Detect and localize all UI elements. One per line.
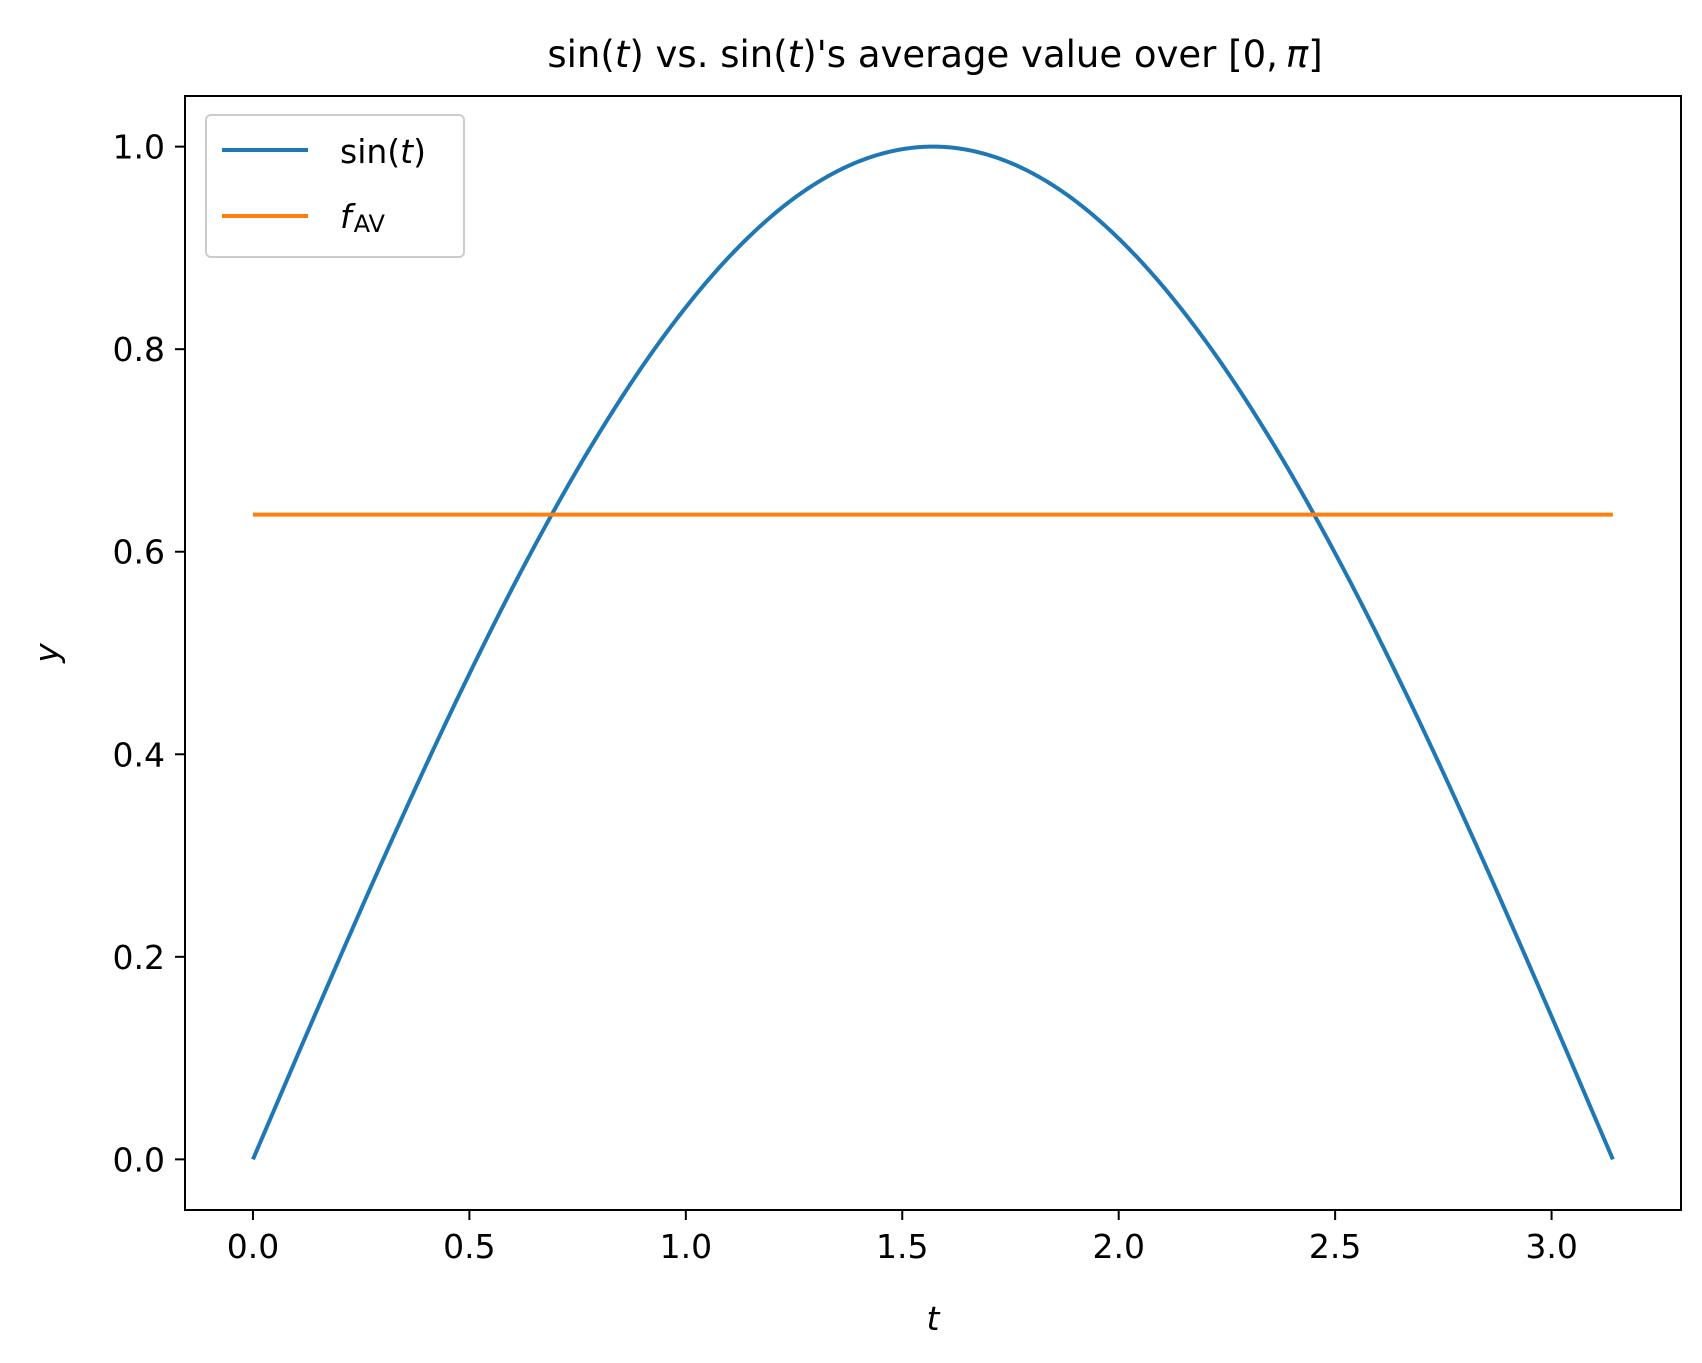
legend-label-sin: sin(t) [340,132,426,171]
x-tick-label: 0.5 [443,1227,495,1266]
y-tick-label: 0.2 [113,938,165,977]
y-axis-ticks: 0.0 0.2 0.4 0.6 0.8 1.0 [113,128,185,1179]
x-tick-label: 2.0 [1092,1227,1144,1266]
y-tick-label: 0.4 [113,735,165,774]
x-axis-ticks: 0.0 0.5 1.0 1.5 2.0 2.5 3.0 [227,1210,1578,1266]
x-tick-label: 3.0 [1525,1227,1577,1266]
x-tick-label: 2.5 [1309,1227,1361,1266]
series-line-0 [251,144,1615,1161]
x-tick-label: 0.0 [227,1227,279,1266]
x-tick-label: 1.0 [660,1227,712,1266]
legend: sin(t) fAV [205,114,465,258]
x-axis-label: t [927,1299,941,1338]
y-axis-label: y [27,643,66,664]
y-tick-label: 0.8 [113,330,165,369]
x-tick-label: 1.5 [876,1227,928,1266]
axes-frame [184,95,1682,1211]
y-tick-label: 1.0 [113,128,165,167]
chart-title: sin(t) vs. sin(t)'s average value over [… [547,33,1322,76]
y-tick-label: 0.0 [113,1140,165,1179]
y-tick-label: 0.6 [113,533,165,572]
plot-area [251,144,1615,1161]
